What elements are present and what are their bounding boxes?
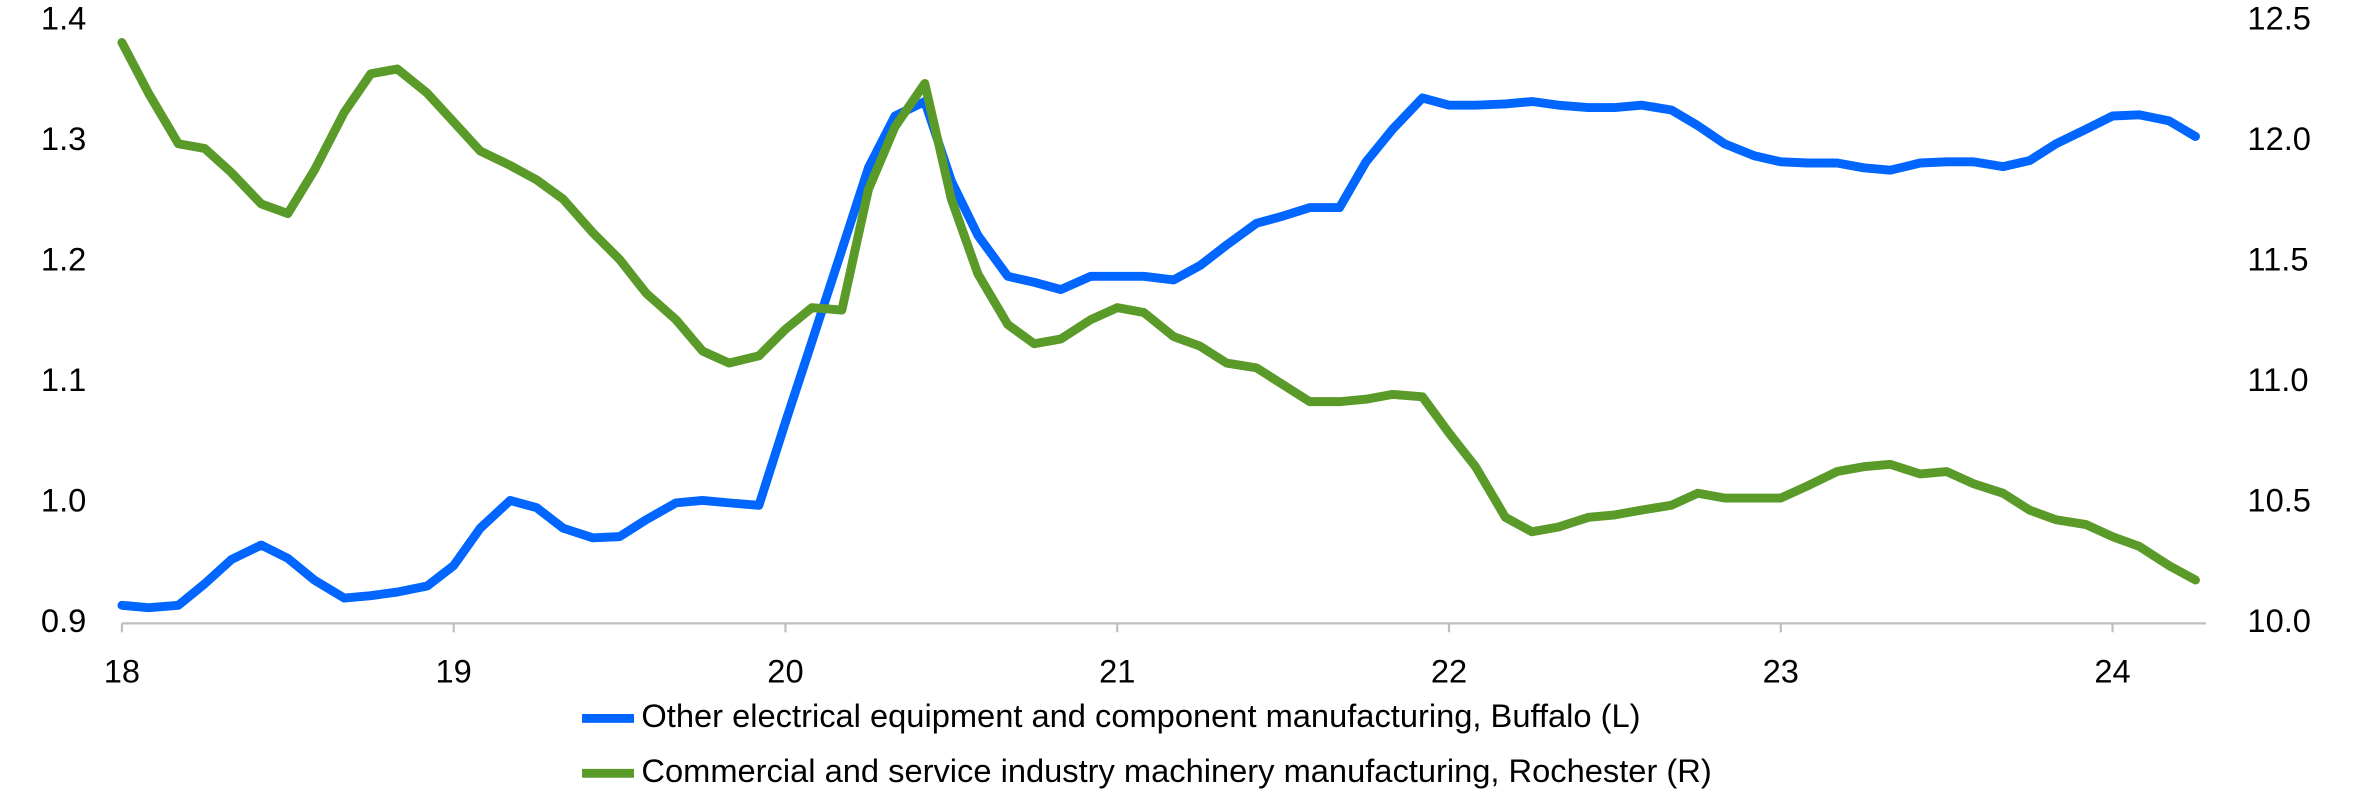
x-tick-label: 21 (1099, 652, 1135, 689)
x-tick-label: 18 (104, 652, 140, 689)
x-tick-label: 24 (2094, 652, 2130, 689)
y2-tick-label: 10.5 (2247, 482, 2311, 519)
x-tick-label: 23 (1763, 652, 1799, 689)
series-line (117, 93, 2200, 613)
legend-label: Other electrical equipment and component… (641, 697, 1640, 734)
y-tick-label: 1.3 (41, 120, 86, 157)
y-tick-label: 1.4 (41, 0, 86, 36)
x-tick-label: 19 (436, 652, 472, 689)
y2-tick-label: 12.5 (2247, 0, 2311, 36)
y-tick-label: 1.2 (41, 240, 86, 277)
x-tick-label: 22 (1431, 652, 1467, 689)
legend-label: Commercial and service industry machiner… (641, 752, 1711, 789)
y2-tick-label: 12.0 (2247, 120, 2311, 157)
y-tick-label: 0.9 (41, 602, 86, 639)
series-line (117, 38, 2200, 585)
y2-tick-label: 10.0 (2247, 602, 2311, 639)
y-tick-label: 1.1 (41, 361, 86, 398)
x-tick-label: 20 (767, 652, 803, 689)
y2-tick-label: 11.0 (2247, 361, 2308, 398)
y-tick-label: 1.0 (41, 482, 86, 519)
y2-tick-label: 11.5 (2247, 240, 2308, 277)
